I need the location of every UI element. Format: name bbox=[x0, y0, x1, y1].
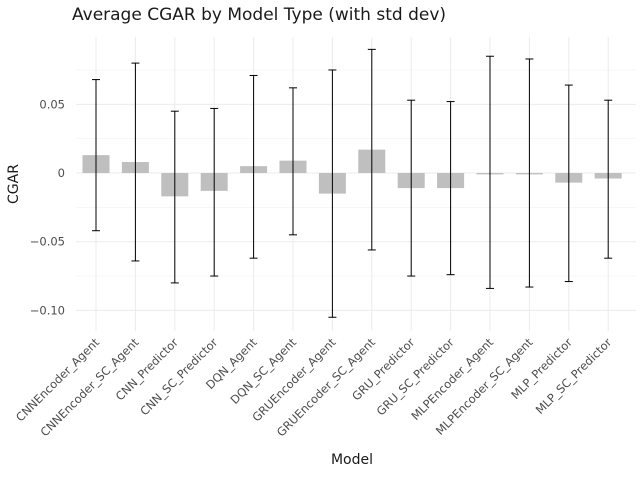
y-tick-label: 0 bbox=[58, 166, 65, 180]
y-axis-title: CGAR bbox=[6, 164, 22, 204]
x-axis-ticks: CNNEncoder_AgentCNNEncoder_SC_AgentCNN_P… bbox=[13, 335, 615, 439]
y-axis-ticks: −0.10 −0.05 0 0.05 bbox=[30, 97, 65, 317]
x-axis-title: Model bbox=[331, 452, 373, 468]
y-tick-label: −0.10 bbox=[30, 303, 65, 317]
error-bars bbox=[92, 48, 613, 318]
x-tick-label-MLP_SC_Predictor: MLP_SC_Predictor bbox=[533, 335, 615, 417]
y-tick-label: 0.05 bbox=[39, 97, 65, 111]
y-tick-label: −0.05 bbox=[30, 235, 65, 249]
chart-title: Average CGAR by Model Type (with std dev… bbox=[72, 5, 446, 25]
grid-lines bbox=[76, 37, 636, 331]
